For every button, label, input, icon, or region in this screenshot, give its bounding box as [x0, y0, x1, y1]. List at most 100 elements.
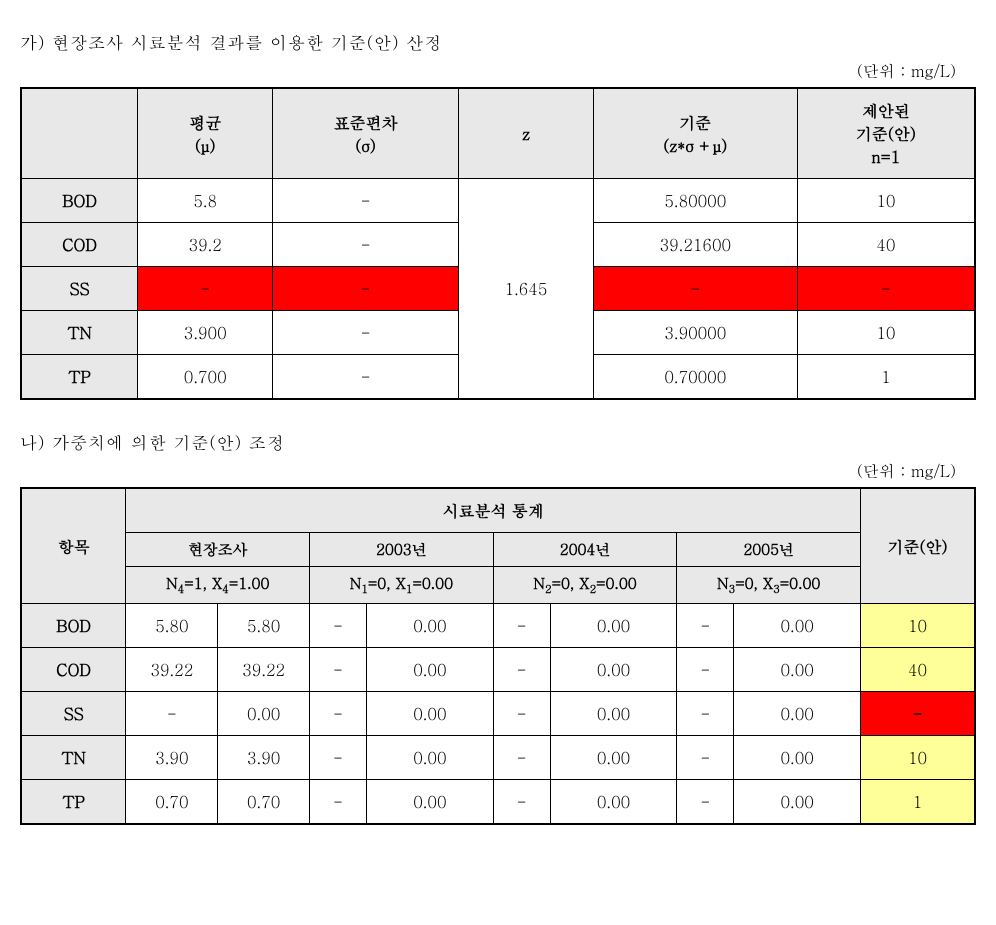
- cell-value: -: [310, 692, 367, 736]
- cell-stddev: -: [273, 355, 459, 400]
- section-a-unit: (단위 : mg/L): [20, 59, 956, 82]
- cell-criterion: -: [593, 267, 797, 311]
- row-label: BOD: [21, 604, 126, 648]
- section-b-title: 나) 가중치에 의한 기준(안) 조정: [20, 430, 976, 454]
- cell-value: 3.90: [218, 736, 310, 780]
- cell-value: 3.90: [126, 736, 218, 780]
- row-label: TN: [21, 311, 138, 355]
- cell-value: -: [493, 648, 550, 692]
- cell-mean: 3.900: [138, 311, 273, 355]
- cell-value: 0.70: [218, 780, 310, 825]
- row-label: SS: [21, 692, 126, 736]
- cell-criterion: 39.21600: [593, 223, 797, 267]
- cell-value: -: [310, 604, 367, 648]
- row-label: COD: [21, 223, 138, 267]
- cell-value: 0.00: [734, 648, 861, 692]
- cell-value: 0.00: [734, 604, 861, 648]
- cell-z: 1.645: [459, 179, 594, 400]
- th-2005-sub: N3=0, X3=0.00: [677, 567, 861, 604]
- cell-criterion-b: 10: [861, 604, 975, 648]
- cell-value: -: [310, 780, 367, 825]
- cell-value: -: [677, 692, 734, 736]
- th-blank: [21, 88, 138, 179]
- cell-value: 0.00: [550, 780, 677, 825]
- th-criterion: 기준(z*σ +μ): [593, 88, 797, 179]
- cell-value: 0.00: [367, 692, 494, 736]
- cell-proposed: 40: [797, 223, 975, 267]
- cell-value: -: [677, 736, 734, 780]
- th-2004: 2004년: [493, 533, 677, 567]
- cell-value: 0.00: [734, 736, 861, 780]
- table-row: BOD5.8-1.6455.8000010: [21, 179, 975, 223]
- th-item: 항목: [21, 488, 126, 604]
- table-row: TN3.903.90-0.00-0.00-0.0010: [21, 736, 975, 780]
- cell-criterion-b: 1: [861, 780, 975, 825]
- cell-criterion-b: 40: [861, 648, 975, 692]
- cell-mean: 39.2: [138, 223, 273, 267]
- cell-value: -: [126, 692, 218, 736]
- cell-proposed: 10: [797, 311, 975, 355]
- cell-value: 39.22: [126, 648, 218, 692]
- cell-stddev: -: [273, 311, 459, 355]
- row-label: TP: [21, 780, 126, 825]
- cell-value: -: [677, 604, 734, 648]
- th-proposed: 제안된기준(안)n=1: [797, 88, 975, 179]
- row-label: COD: [21, 648, 126, 692]
- cell-proposed: 1: [797, 355, 975, 400]
- th-stddev: 표준편차(σ): [273, 88, 459, 179]
- table-a: 평균(μ) 표준편차(σ) z 기준(z*σ +μ) 제안된기준(안)n=1 B…: [20, 87, 976, 400]
- cell-criterion: 5.80000: [593, 179, 797, 223]
- cell-criterion-b: -: [861, 692, 975, 736]
- cell-criterion: 3.90000: [593, 311, 797, 355]
- cell-mean: 5.8: [138, 179, 273, 223]
- row-label: TN: [21, 736, 126, 780]
- table-b: 항목 시료분석 통계 기준(안) 현장조사 2003년 2004년 2005년 …: [20, 487, 976, 825]
- section-a-title: 가) 현장조사 시료분석 결과를 이용한 기준(안) 산정: [20, 30, 976, 54]
- th-field-sub: N4=1, X4=1.00: [126, 567, 310, 604]
- cell-proposed: -: [797, 267, 975, 311]
- cell-value: -: [310, 736, 367, 780]
- cell-value: -: [677, 648, 734, 692]
- cell-stddev: -: [273, 223, 459, 267]
- th-2005: 2005년: [677, 533, 861, 567]
- th-criterion-b: 기준(안): [861, 488, 975, 604]
- th-2003-sub: N1=0, X1=0.00: [310, 567, 494, 604]
- table-row: SS-0.00-0.00-0.00-0.00-: [21, 692, 975, 736]
- cell-stddev: -: [273, 179, 459, 223]
- th-2004-sub: N2=0, X2=0.00: [493, 567, 677, 604]
- cell-value: 0.00: [367, 780, 494, 825]
- th-stats: 시료분석 통계: [126, 488, 861, 533]
- table-row: BOD5.805.80-0.00-0.00-0.0010: [21, 604, 975, 648]
- cell-value: 0.00: [550, 736, 677, 780]
- cell-value: -: [493, 736, 550, 780]
- cell-value: 5.80: [218, 604, 310, 648]
- row-label: TP: [21, 355, 138, 400]
- cell-value: 0.00: [550, 648, 677, 692]
- cell-value: -: [493, 780, 550, 825]
- row-label: SS: [21, 267, 138, 311]
- row-label: BOD: [21, 179, 138, 223]
- cell-value: 0.00: [367, 604, 494, 648]
- th-z: z: [459, 88, 594, 179]
- th-mean: 평균(μ): [138, 88, 273, 179]
- cell-value: 39.22: [218, 648, 310, 692]
- cell-value: 0.00: [367, 648, 494, 692]
- cell-value: 0.00: [550, 604, 677, 648]
- cell-stddev: -: [273, 267, 459, 311]
- table-row: COD39.2239.22-0.00-0.00-0.0040: [21, 648, 975, 692]
- cell-value: -: [493, 604, 550, 648]
- cell-value: 0.00: [734, 780, 861, 825]
- th-2003: 2003년: [310, 533, 494, 567]
- cell-value: 0.00: [550, 692, 677, 736]
- cell-value: -: [310, 648, 367, 692]
- cell-value: 0.00: [734, 692, 861, 736]
- cell-criterion-b: 10: [861, 736, 975, 780]
- cell-mean: -: [138, 267, 273, 311]
- th-field: 현장조사: [126, 533, 310, 567]
- cell-value: 5.80: [126, 604, 218, 648]
- cell-value: -: [677, 780, 734, 825]
- table-row: TP0.700.70-0.00-0.00-0.001: [21, 780, 975, 825]
- cell-proposed: 10: [797, 179, 975, 223]
- section-b-unit: (단위 : mg/L): [20, 459, 956, 482]
- cell-criterion: 0.70000: [593, 355, 797, 400]
